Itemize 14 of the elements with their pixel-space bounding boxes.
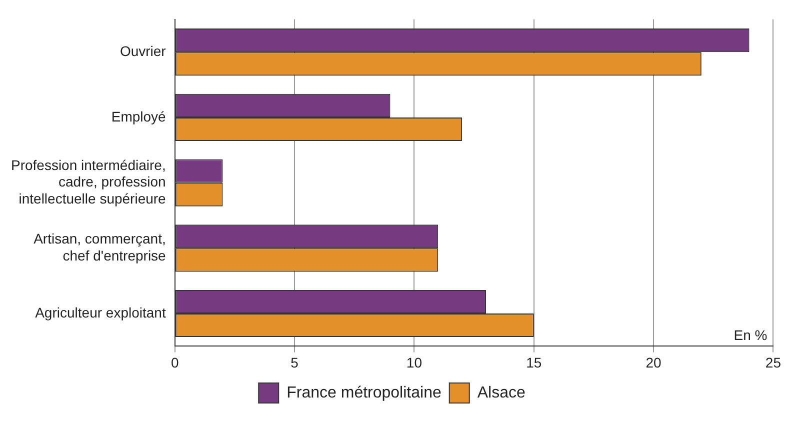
y-tick-label: Profession intermédiaire, cadre, profession intellectuelle supérieure (10, 156, 166, 206)
x-tick-label: 0 (170, 354, 179, 370)
x-tick-label: 5 (290, 354, 299, 370)
legend-label: Alsace (477, 384, 526, 402)
x-tick-label: 10 (406, 354, 422, 370)
y-tick-label: Employé (111, 108, 166, 124)
y-tick-label: Artisan, commerçant, chef d'entreprise (34, 230, 166, 264)
legend-label: France métropolitaine (286, 384, 442, 402)
annotation: En % (734, 327, 768, 344)
x-tick-label: 25 (765, 354, 782, 370)
y-tick-label: Agriculteur exploitant (35, 304, 166, 320)
x-tick-label: 20 (646, 354, 662, 370)
y-tick-label: Ouvrier (120, 42, 166, 59)
x-tick-label: 15 (526, 354, 542, 370)
